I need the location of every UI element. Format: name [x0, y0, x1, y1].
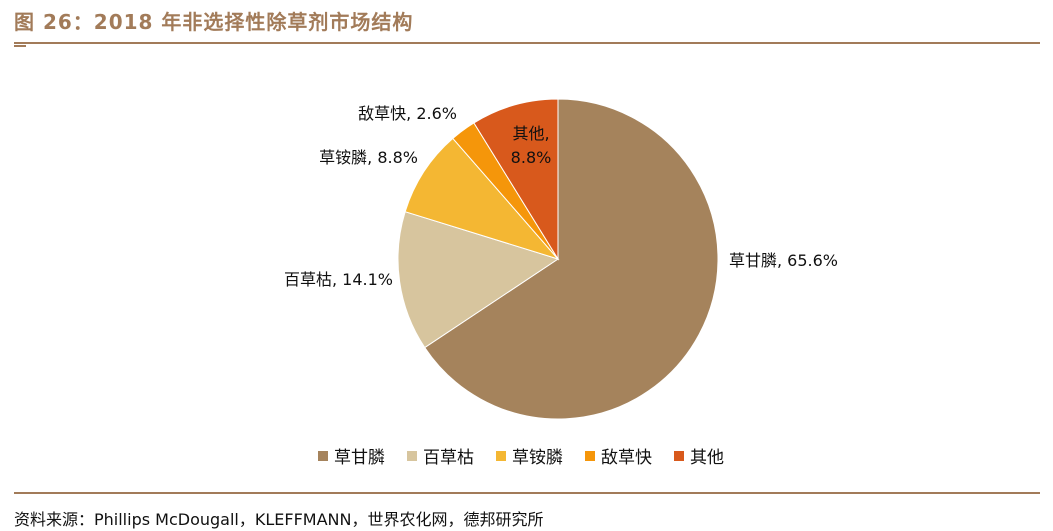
pie-slice-0	[424, 98, 719, 420]
slice-label-1: 百草枯, 14.1%	[284, 270, 393, 289]
title-divider-tab	[14, 45, 26, 47]
pie-slice-1	[397, 211, 560, 349]
pie-slice-2	[404, 137, 560, 260]
slice-label-3: 敌草快, 2.6%	[358, 104, 457, 123]
legend-item-3: 敌草快	[585, 443, 652, 468]
pie-slice-4	[473, 98, 559, 261]
slice-label-2: 草铵膦, 8.8%	[319, 148, 418, 167]
legend-swatch	[496, 450, 506, 461]
title-divider	[14, 42, 1040, 44]
legend-label: 草甘膦	[334, 448, 385, 468]
legend-item-4: 其他	[674, 443, 724, 468]
legend-label: 百草枯	[423, 448, 474, 468]
source-divider	[14, 492, 1040, 494]
slice-label-4: 其他, 8.8%	[511, 124, 552, 167]
legend-label: 敌草快	[601, 448, 652, 468]
legend: 草甘膦 百草枯 草铵膦 敌草快 其他	[318, 443, 724, 468]
legend-item-1: 百草枯	[407, 443, 474, 468]
legend-item-0: 草甘膦	[318, 443, 385, 468]
legend-swatch	[585, 450, 595, 461]
legend-swatch	[407, 450, 417, 461]
source-note: 资料来源：Phillips McDougall，KLEFFMANN，世界农化网，…	[14, 510, 544, 529]
legend-label: 其他	[690, 448, 724, 468]
slice-label-0: 草甘膦, 65.6%	[729, 251, 838, 270]
legend-label: 草铵膦	[512, 448, 563, 468]
legend-swatch	[318, 450, 328, 461]
legend-swatch	[674, 450, 684, 461]
legend-item-2: 草铵膦	[496, 443, 563, 468]
figure-title: 图 26：2018 年非选择性除草剂市场结构	[14, 10, 414, 34]
